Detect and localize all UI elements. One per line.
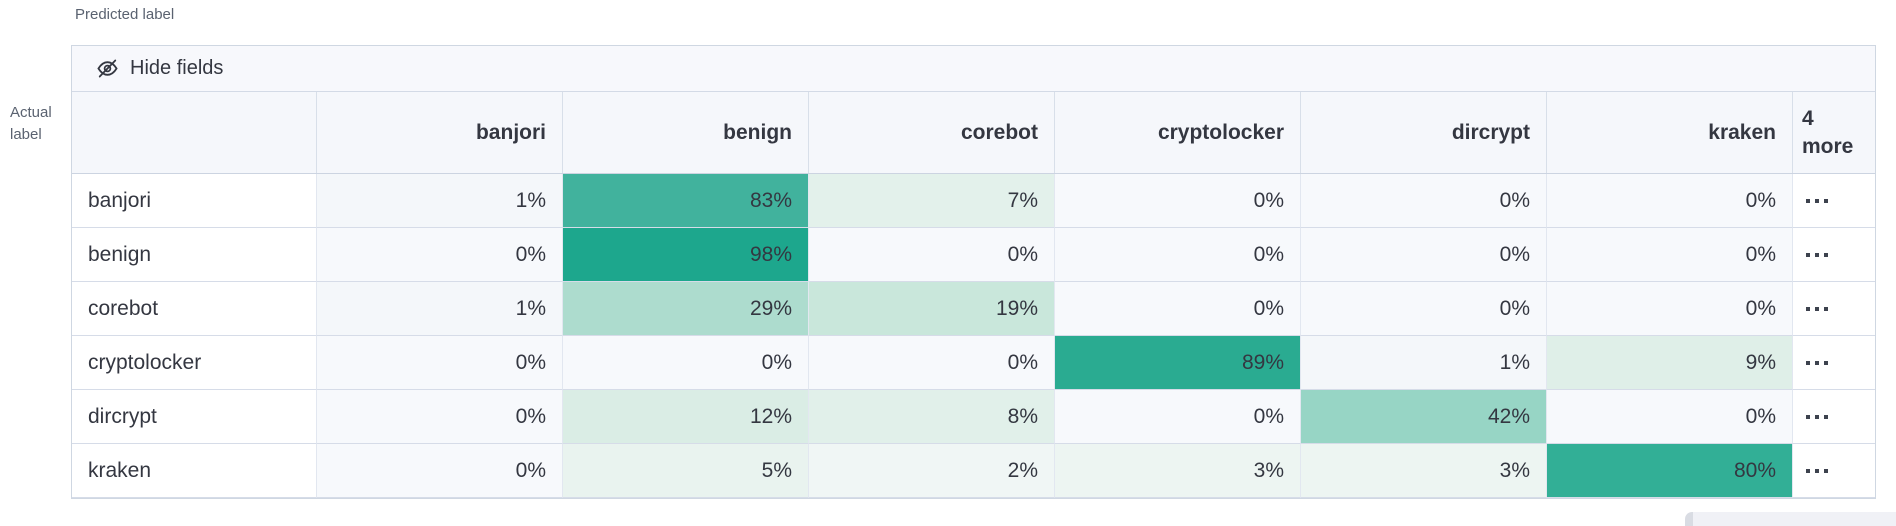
boxes-horizontal-icon (1815, 198, 1819, 203)
predicted-axis-label: Predicted label (75, 6, 175, 23)
table-row: kraken 0% 5% 2% 3% 3% 80% (72, 444, 1875, 498)
matrix-cell[interactable]: 0% (1055, 282, 1301, 336)
boxes-horizontal-icon (1824, 198, 1828, 203)
matrix-cell[interactable]: 1% (1301, 336, 1547, 390)
hidden-columns-cell[interactable] (1793, 228, 1875, 282)
boxes-horizontal-icon (1824, 414, 1828, 419)
hidden-columns-cell[interactable] (1793, 390, 1875, 444)
corner-header-cell (72, 92, 317, 173)
boxes-horizontal-icon (1806, 252, 1810, 257)
matrix-cell[interactable]: 42% (1301, 390, 1547, 444)
row-label[interactable]: banjori (72, 174, 317, 228)
table-row: dircrypt 0% 12% 8% 0% 42% 0% (72, 390, 1875, 444)
matrix-cell[interactable]: 89% (1055, 336, 1301, 390)
row-label[interactable]: benign (72, 228, 317, 282)
actual-axis-label-line1: Actual (10, 104, 52, 121)
column-header-benign[interactable]: benign (563, 92, 809, 173)
table-row: banjori 1% 83% 7% 0% 0% 0% (72, 174, 1875, 228)
matrix-cell[interactable]: 19% (809, 282, 1055, 336)
hidden-columns-cell[interactable] (1793, 336, 1875, 390)
matrix-cell[interactable]: 0% (563, 336, 809, 390)
boxes-horizontal-icon (1824, 468, 1828, 473)
hide-fields-label: Hide fields (130, 57, 224, 79)
actual-axis-label: Actual label (10, 102, 52, 146)
matrix-cell[interactable]: 0% (1301, 174, 1547, 228)
matrix-cell[interactable]: 7% (809, 174, 1055, 228)
matrix-cell[interactable]: 0% (1547, 390, 1793, 444)
more-columns-header[interactable]: 4 more (1793, 92, 1875, 173)
matrix-cell[interactable]: 0% (1547, 228, 1793, 282)
matrix-cell[interactable]: 3% (1301, 444, 1547, 498)
grid-body: banjori 1% 83% 7% 0% 0% 0% benign 0% 98% 0% 0% 0% 0% c… (72, 174, 1875, 498)
table-row: cryptolocker 0% 0% 0% 89% 1% 9% (72, 336, 1875, 390)
hidden-columns-cell[interactable] (1793, 174, 1875, 228)
boxes-horizontal-icon (1815, 468, 1819, 473)
matrix-cell[interactable]: 0% (809, 228, 1055, 282)
row-label[interactable]: corebot (72, 282, 317, 336)
boxes-horizontal-icon (1806, 468, 1810, 473)
column-header-dircrypt[interactable]: dircrypt (1301, 92, 1547, 173)
matrix-cell[interactable]: 5% (563, 444, 809, 498)
column-header-corebot[interactable]: corebot (809, 92, 1055, 173)
matrix-cell[interactable]: 83% (563, 174, 809, 228)
table-row: benign 0% 98% 0% 0% 0% 0% (72, 228, 1875, 282)
more-columns-word: more (1802, 134, 1854, 158)
matrix-cell[interactable]: 0% (1055, 390, 1301, 444)
hidden-columns-cell[interactable] (1793, 444, 1875, 498)
matrix-cell[interactable]: 0% (1055, 228, 1301, 282)
matrix-cell[interactable]: 2% (809, 444, 1055, 498)
matrix-cell[interactable]: 0% (1547, 282, 1793, 336)
boxes-horizontal-icon (1806, 360, 1810, 365)
matrix-cell[interactable]: 8% (809, 390, 1055, 444)
matrix-cell[interactable]: 98% (563, 228, 809, 282)
matrix-cell[interactable]: 0% (317, 336, 563, 390)
confusion-matrix-grid: Hide fields banjori benign corebot crypt… (71, 45, 1876, 499)
matrix-cell[interactable]: 80% (1547, 444, 1793, 498)
matrix-cell[interactable]: 12% (563, 390, 809, 444)
boxes-horizontal-icon (1815, 360, 1819, 365)
actual-axis-label-line2: label (10, 126, 42, 143)
boxes-horizontal-icon (1815, 252, 1819, 257)
matrix-cell[interactable]: 0% (1301, 228, 1547, 282)
matrix-cell[interactable]: 9% (1547, 336, 1793, 390)
boxes-horizontal-icon (1815, 306, 1819, 311)
matrix-cell[interactable]: 0% (809, 336, 1055, 390)
boxes-horizontal-icon (1824, 252, 1828, 257)
hide-fields-button[interactable]: Hide fields (72, 46, 1875, 92)
more-columns-count: 4 (1802, 106, 1814, 130)
column-header-banjori[interactable]: banjori (317, 92, 563, 173)
table-row: corebot 1% 29% 19% 0% 0% 0% (72, 282, 1875, 336)
boxes-horizontal-icon (1824, 306, 1828, 311)
scrollbar-thumb[interactable] (1685, 512, 1693, 526)
row-label[interactable]: cryptolocker (72, 336, 317, 390)
boxes-horizontal-icon (1806, 198, 1810, 203)
column-header-cryptolocker[interactable]: cryptolocker (1055, 92, 1301, 173)
boxes-horizontal-icon (1806, 414, 1810, 419)
matrix-cell[interactable]: 0% (1301, 282, 1547, 336)
matrix-cell[interactable]: 0% (317, 228, 563, 282)
matrix-cell[interactable]: 0% (317, 444, 563, 498)
matrix-cell[interactable]: 0% (1547, 174, 1793, 228)
boxes-horizontal-icon (1815, 414, 1819, 419)
hidden-columns-cell[interactable] (1793, 282, 1875, 336)
eye-closed-icon (97, 59, 118, 78)
matrix-cell[interactable]: 1% (317, 282, 563, 336)
matrix-cell[interactable]: 0% (317, 390, 563, 444)
row-label[interactable]: kraken (72, 444, 317, 498)
matrix-cell[interactable]: 1% (317, 174, 563, 228)
horizontal-scrollbar[interactable] (1685, 512, 1896, 526)
boxes-horizontal-icon (1806, 306, 1810, 311)
column-header-kraken[interactable]: kraken (1547, 92, 1793, 173)
matrix-cell[interactable]: 0% (1055, 174, 1301, 228)
row-label[interactable]: dircrypt (72, 390, 317, 444)
matrix-cell[interactable]: 29% (563, 282, 809, 336)
boxes-horizontal-icon (1824, 360, 1828, 365)
matrix-cell[interactable]: 3% (1055, 444, 1301, 498)
grid-header-row: banjori benign corebot cryptolocker dirc… (72, 92, 1875, 174)
